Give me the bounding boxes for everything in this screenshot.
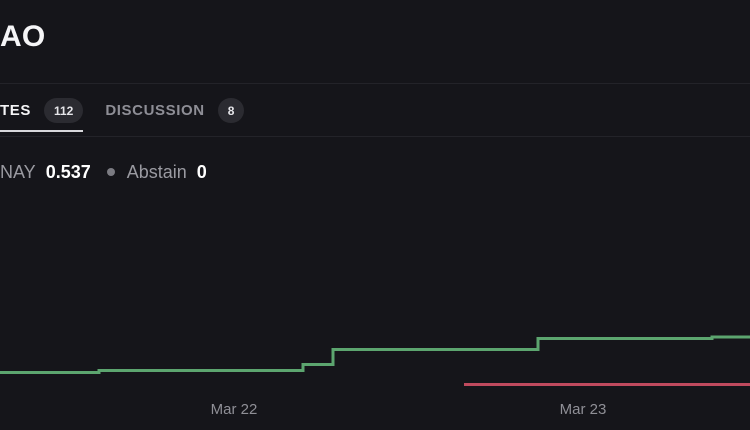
x-axis-tick-mar23: Mar 23	[559, 401, 607, 418]
tab-votes-label: TES	[0, 102, 31, 119]
series-line-yay	[0, 335, 750, 374]
tab-discussion-label: DISCUSSION	[105, 102, 205, 119]
legend-nay-label: NAY	[0, 161, 36, 182]
page-title: AO	[0, 20, 46, 53]
abstain-bullet-icon	[106, 168, 115, 176]
x-axis-tick-mar22: Mar 22	[210, 401, 258, 418]
vote-legend: NAY 0.537 Abstain 0	[0, 160, 207, 184]
tab-discussion-count-badge: 8	[217, 98, 245, 123]
legend-nay-value: 0.537	[45, 161, 91, 182]
legend-abstain-label: Abstain	[126, 161, 187, 182]
tab-bar: TES 112 DISCUSSION 8	[0, 85, 750, 137]
legend-abstain-value: 0	[196, 161, 207, 182]
header: AO	[0, 0, 750, 84]
tab-votes[interactable]: TES 112	[0, 85, 84, 136]
tab-discussion[interactable]: DISCUSSION 8	[105, 85, 245, 136]
tab-votes-count-badge: 112	[43, 98, 84, 123]
